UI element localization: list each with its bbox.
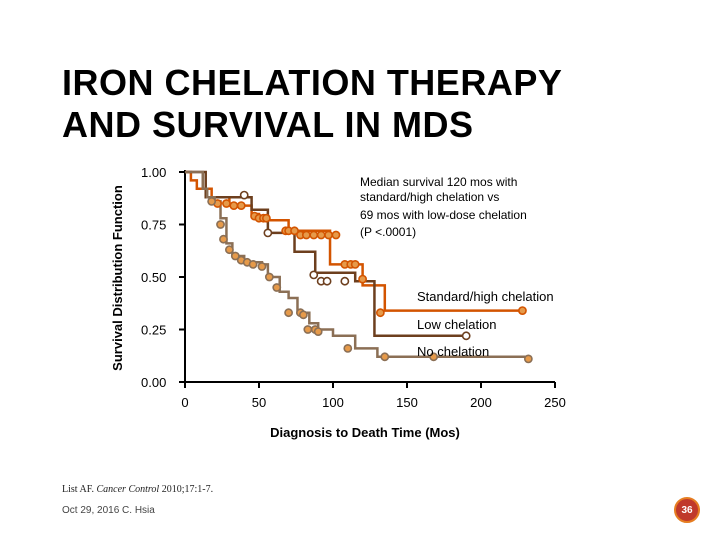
censor-marker xyxy=(298,310,308,320)
slide-title: IRON CHELATION THERAPY AND SURVIVAL IN M… xyxy=(62,62,662,146)
censor-marker xyxy=(343,343,353,353)
censor-marker xyxy=(429,352,439,362)
y-tick-label: 0.00 xyxy=(141,375,166,390)
censor-marker xyxy=(461,331,471,341)
censor-marker xyxy=(261,213,271,223)
page-number-badge: 36 xyxy=(674,497,700,523)
censor-marker xyxy=(375,308,385,318)
x-tick-label: 50 xyxy=(252,395,266,410)
x-tick-label: 250 xyxy=(544,395,566,410)
x-tick-label: 200 xyxy=(470,395,492,410)
annotation-line-1: Median survival 120 mos with xyxy=(360,175,517,189)
censor-marker xyxy=(380,352,390,362)
censor-marker xyxy=(309,270,319,280)
censor-marker xyxy=(257,262,267,271)
y-tick-label: 0.25 xyxy=(141,323,166,338)
censor-marker xyxy=(322,276,332,286)
censor-marker xyxy=(207,196,217,206)
x-tick-label: 100 xyxy=(322,395,344,410)
censor-marker xyxy=(230,251,240,261)
annotation-line-3: 69 mos with low-dose chelation xyxy=(360,208,527,222)
censor-marker xyxy=(236,201,246,210)
chart-ticks: 0.00 0.25 0.50 0.75 1.00 0 50 100 150 200 250 xyxy=(141,165,566,410)
censor-marker xyxy=(222,199,231,208)
chart-markers xyxy=(207,190,533,364)
censor-marker xyxy=(313,327,323,336)
censor-marker xyxy=(518,306,527,315)
citation: List AF. Cancer Control 2010;17:1-7. xyxy=(62,484,213,495)
censor-marker xyxy=(264,272,274,282)
censor-marker xyxy=(284,308,293,318)
censor-marker xyxy=(272,283,282,292)
censor-marker xyxy=(248,259,258,269)
censor-marker xyxy=(290,226,299,236)
slide-title-line-1: IRON CHELATION THERAPY xyxy=(62,62,563,103)
citation-journal: Cancer Control xyxy=(96,484,160,495)
y-tick-label: 1.00 xyxy=(141,165,166,180)
x-tick-label: 150 xyxy=(396,395,418,410)
x-tick-label: 0 xyxy=(181,395,188,410)
censor-marker xyxy=(331,230,341,240)
series-labels: Standard/high chelation Low chelation No… xyxy=(417,289,554,359)
x-axis-label: Diagnosis to Death Time (Mos) xyxy=(270,425,460,440)
censor-marker xyxy=(316,230,326,240)
citation-rest: 2010;17:1-7. xyxy=(161,484,214,495)
censor-marker xyxy=(303,325,313,334)
censor-marker xyxy=(309,230,319,240)
annotation-line-2: standard/high chelation vs xyxy=(360,190,499,204)
slide-title-line-2: AND SURVIVAL IN MDS xyxy=(62,104,474,145)
series-line-2 xyxy=(185,170,529,359)
chart-annotation: Median survival 120 mos with standard/hi… xyxy=(360,175,527,239)
y-tick-label: 0.50 xyxy=(141,270,166,285)
censor-marker xyxy=(263,228,273,238)
series-label-standard-high: Standard/high chelation xyxy=(417,289,554,304)
censor-marker xyxy=(324,230,333,240)
censor-marker xyxy=(224,245,234,255)
series-label-no: No chelation xyxy=(417,344,489,359)
y-axis-label: Survival Distribution Function xyxy=(110,185,125,371)
censor-marker xyxy=(219,234,228,244)
series-label-low: Low chelation xyxy=(417,317,497,332)
annotation-line-4: (P <.0001) xyxy=(360,225,416,239)
censor-marker xyxy=(358,274,367,284)
censor-marker xyxy=(350,259,360,269)
censor-marker xyxy=(340,276,350,286)
censor-marker xyxy=(523,354,533,364)
footer-date: Oct 29, 2016 C. Hsia xyxy=(62,505,155,516)
citation-author: List AF. xyxy=(62,484,94,495)
censor-marker xyxy=(301,230,311,240)
censor-marker xyxy=(229,201,239,210)
censor-marker xyxy=(216,220,225,229)
censor-marker xyxy=(239,190,249,200)
y-tick-label: 0.75 xyxy=(141,218,166,233)
